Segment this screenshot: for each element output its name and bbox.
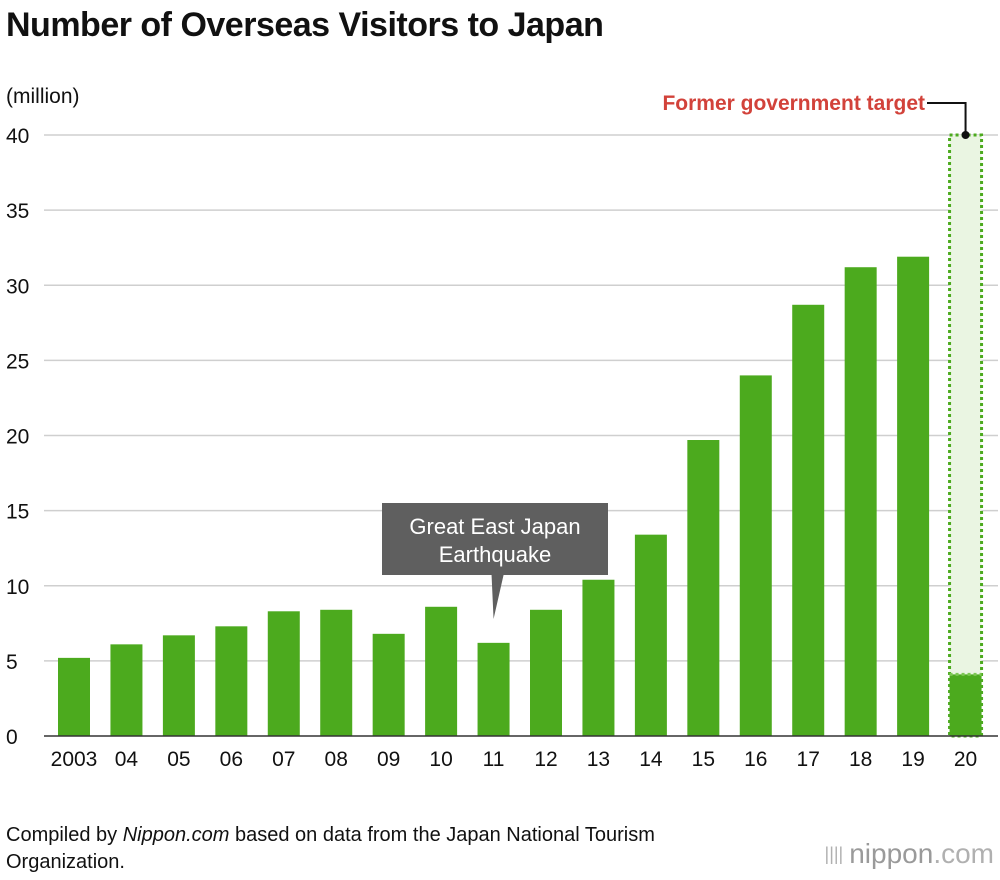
bar-14 (634, 534, 667, 736)
x-tick-label-19: 19 (901, 748, 924, 771)
bar-17 (792, 304, 825, 736)
x-tick-label-11: 11 (483, 748, 505, 771)
x-tick-label-04: 04 (115, 748, 139, 771)
y-tick-label-35: 35 (6, 200, 29, 223)
source-name: Nippon.com (122, 824, 230, 846)
y-axis-unit-label: (million) (6, 85, 80, 108)
y-tick-label-30: 30 (6, 275, 29, 298)
source-note: Compiled by Nippon.com based on data fro… (6, 822, 746, 876)
x-tick-label-09: 09 (377, 748, 400, 771)
y-tick-label-0: 0 (6, 726, 18, 749)
target-outline-bar (948, 133, 984, 738)
y-tick-label-5: 5 (6, 651, 18, 674)
target-leader-dot (961, 131, 970, 139)
annotation-text-line-2: Earthquake (439, 542, 552, 567)
x-tick-label-16: 16 (744, 748, 767, 771)
bar-06 (215, 626, 248, 736)
target-label: Former government target (662, 92, 925, 115)
y-tick-label-25: 25 (6, 350, 29, 373)
annotation-callout-box (382, 503, 608, 619)
x-tick-label-05: 05 (167, 748, 190, 771)
bar-11 (477, 642, 510, 736)
logo-mark-icon: |||| (824, 843, 844, 864)
bar-07 (267, 611, 300, 736)
bar-13 (582, 579, 615, 736)
target-leader-line (927, 102, 967, 135)
bar-04 (110, 644, 143, 736)
bar-10 (425, 606, 458, 736)
bar-chart: Former government target (million)051015… (6, 85, 998, 771)
x-tick-label-07: 07 (272, 748, 295, 771)
y-tick-label-10: 10 (6, 576, 29, 599)
logo-tld: .com (933, 838, 994, 869)
earthquake-annotation: Great East Japan Earthquake (382, 503, 608, 619)
y-tick-label-40: 40 (6, 125, 29, 148)
x-tick-label-10: 10 (429, 748, 452, 771)
x-tick-label-20: 20 (954, 748, 977, 771)
logo-name: nippon (849, 838, 934, 869)
x-tick-label-2003: 2003 (51, 748, 98, 771)
target-bar-group: Former government target (662, 92, 984, 738)
bar-15 (687, 440, 720, 736)
bars (58, 256, 982, 736)
bar-09 (372, 633, 405, 736)
bar-08 (320, 609, 353, 736)
x-tick-label-12: 12 (534, 748, 557, 771)
x-tick-label-14: 14 (639, 748, 663, 771)
y-tick-label-20: 20 (6, 426, 29, 449)
nippon-logo: |||| nippon .com (825, 838, 994, 870)
x-tick-label-08: 08 (325, 748, 348, 771)
bar-12 (530, 609, 562, 736)
x-tick-label-17: 17 (797, 748, 820, 771)
bar-19 (897, 256, 930, 736)
y-tick-label-15: 15 (6, 501, 29, 524)
bar-18 (844, 267, 877, 736)
annotation-text-line-1: Great East Japan (409, 514, 580, 539)
chart-title: Number of Overseas Visitors to Japan (6, 6, 604, 44)
x-tick-label-15: 15 (692, 748, 715, 771)
bar-16 (739, 375, 772, 736)
x-tick-label-18: 18 (849, 748, 872, 771)
x-tick-label-13: 13 (587, 748, 610, 771)
bar-05 (162, 635, 195, 736)
source-prefix: Compiled by (6, 824, 123, 846)
source-suffix: based on data from the Japan National To… (6, 824, 655, 873)
bar-20 (949, 674, 982, 736)
bar-2003 (58, 657, 90, 736)
x-tick-label-06: 06 (220, 748, 243, 771)
